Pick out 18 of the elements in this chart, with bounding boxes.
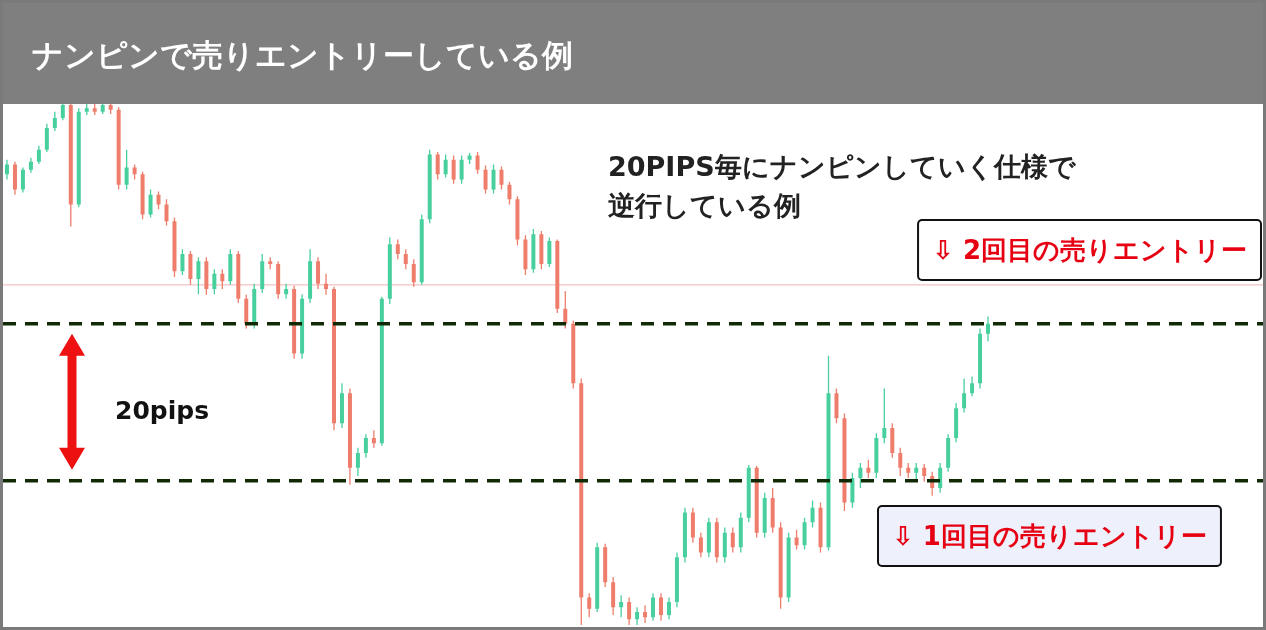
candlestick bbox=[371, 430, 376, 448]
candlestick bbox=[28, 157, 33, 173]
candlestick bbox=[284, 283, 289, 299]
candlestick bbox=[986, 316, 991, 342]
candlestick bbox=[635, 607, 640, 625]
candlestick bbox=[970, 376, 975, 397]
candlestick bbox=[619, 595, 624, 618]
chart-title: ナンピンで売りエントリーしている例 bbox=[32, 37, 573, 73]
annotation: 20pips bbox=[115, 396, 210, 425]
annotation: ⇩ 2回目の売りエントリー bbox=[932, 235, 1247, 266]
candlestick bbox=[643, 605, 648, 623]
annotation: 逆行している例 bbox=[608, 190, 801, 221]
candlestick bbox=[962, 378, 967, 413]
candlestick bbox=[324, 273, 329, 295]
candlestick bbox=[355, 447, 360, 476]
candlestick bbox=[4, 159, 9, 180]
annotation: ⇩ 1回目の売りエントリー bbox=[892, 521, 1207, 552]
annotation: 20PIPS毎にナンピンしていく仕様で bbox=[608, 151, 1077, 182]
